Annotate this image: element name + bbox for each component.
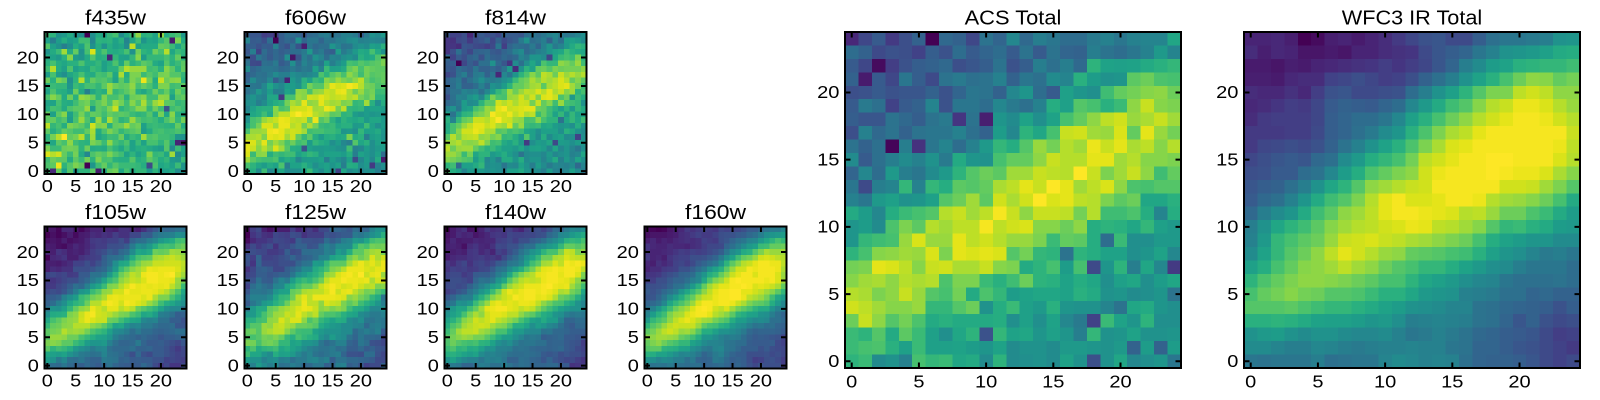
svg-text:0: 0: [228, 161, 239, 181]
svg-text:10: 10: [17, 104, 40, 124]
svg-text:15: 15: [1216, 149, 1238, 169]
svg-text:5: 5: [70, 371, 81, 391]
svg-text:5: 5: [1227, 284, 1238, 304]
svg-text:15: 15: [617, 270, 639, 290]
svg-text:0: 0: [242, 176, 253, 196]
svg-text:5: 5: [28, 132, 39, 152]
svg-text:15: 15: [17, 270, 39, 290]
svg-text:20: 20: [617, 242, 640, 262]
svg-text:5: 5: [470, 371, 481, 391]
svg-text:f125w: f125w: [285, 202, 347, 224]
svg-text:5: 5: [428, 327, 439, 347]
svg-text:5: 5: [270, 371, 281, 391]
svg-text:0: 0: [1245, 371, 1256, 391]
svg-text:15: 15: [121, 176, 143, 196]
svg-text:0: 0: [242, 371, 253, 391]
svg-text:20: 20: [17, 242, 40, 262]
svg-text:f140w: f140w: [485, 202, 547, 224]
svg-text:f814w: f814w: [485, 8, 547, 30]
svg-text:5: 5: [228, 327, 239, 347]
svg-text:20: 20: [350, 371, 373, 391]
svg-text:15: 15: [721, 371, 743, 391]
svg-text:5: 5: [228, 132, 239, 152]
svg-text:f160w: f160w: [685, 202, 747, 224]
svg-text:5: 5: [670, 371, 681, 391]
svg-text:0: 0: [428, 355, 439, 375]
svg-text:20: 20: [1109, 371, 1132, 391]
svg-text:15: 15: [217, 270, 239, 290]
svg-text:5: 5: [470, 176, 481, 196]
svg-text:10: 10: [817, 217, 840, 237]
svg-text:20: 20: [550, 371, 573, 391]
svg-text:15: 15: [817, 149, 839, 169]
svg-text:10: 10: [417, 104, 440, 124]
svg-text:20: 20: [817, 82, 840, 102]
svg-text:20: 20: [17, 47, 40, 67]
svg-text:10: 10: [293, 371, 316, 391]
svg-text:15: 15: [417, 270, 439, 290]
svg-text:15: 15: [321, 176, 343, 196]
svg-text:15: 15: [217, 76, 239, 96]
svg-text:0: 0: [228, 355, 239, 375]
svg-text:0: 0: [1227, 351, 1238, 371]
svg-text:20: 20: [417, 47, 440, 67]
svg-text:15: 15: [1042, 371, 1064, 391]
svg-text:5: 5: [628, 327, 639, 347]
svg-text:10: 10: [217, 104, 240, 124]
svg-text:10: 10: [217, 299, 240, 319]
svg-text:5: 5: [428, 132, 439, 152]
svg-text:5: 5: [1312, 371, 1323, 391]
svg-text:10: 10: [693, 371, 716, 391]
svg-text:20: 20: [217, 242, 240, 262]
svg-text:10: 10: [617, 299, 640, 319]
svg-text:15: 15: [1441, 371, 1463, 391]
svg-text:10: 10: [1216, 217, 1239, 237]
svg-text:5: 5: [913, 371, 924, 391]
svg-text:10: 10: [975, 371, 998, 391]
svg-text:20: 20: [150, 176, 173, 196]
svg-text:ACS Total: ACS Total: [965, 8, 1062, 30]
svg-text:15: 15: [417, 76, 439, 96]
svg-text:10: 10: [493, 176, 516, 196]
svg-text:0: 0: [428, 161, 439, 181]
svg-text:5: 5: [70, 176, 81, 196]
svg-text:5: 5: [828, 284, 839, 304]
svg-text:20: 20: [350, 176, 373, 196]
svg-text:15: 15: [17, 76, 39, 96]
svg-text:WFC3 IR Total: WFC3 IR Total: [1342, 8, 1483, 30]
svg-text:0: 0: [846, 371, 857, 391]
svg-text:0: 0: [42, 371, 53, 391]
svg-text:20: 20: [1508, 371, 1531, 391]
svg-text:10: 10: [93, 371, 116, 391]
svg-text:10: 10: [1374, 371, 1397, 391]
svg-text:20: 20: [750, 371, 773, 391]
svg-text:f606w: f606w: [285, 8, 347, 30]
svg-text:20: 20: [217, 47, 240, 67]
svg-text:0: 0: [442, 371, 453, 391]
svg-text:0: 0: [28, 355, 39, 375]
svg-text:0: 0: [42, 176, 53, 196]
svg-text:5: 5: [28, 327, 39, 347]
svg-text:10: 10: [417, 299, 440, 319]
svg-text:0: 0: [642, 371, 653, 391]
svg-text:5: 5: [270, 176, 281, 196]
svg-text:10: 10: [17, 299, 40, 319]
svg-text:0: 0: [28, 161, 39, 181]
svg-text:20: 20: [1216, 82, 1239, 102]
svg-text:15: 15: [521, 371, 543, 391]
svg-text:20: 20: [150, 371, 173, 391]
svg-text:10: 10: [93, 176, 116, 196]
svg-text:15: 15: [521, 176, 543, 196]
svg-text:15: 15: [321, 371, 343, 391]
svg-text:20: 20: [417, 242, 440, 262]
svg-text:0: 0: [442, 176, 453, 196]
svg-text:f435w: f435w: [85, 8, 147, 30]
svg-text:10: 10: [293, 176, 316, 196]
svg-text:10: 10: [493, 371, 516, 391]
svg-text:0: 0: [628, 355, 639, 375]
svg-text:15: 15: [121, 371, 143, 391]
svg-text:0: 0: [828, 351, 839, 371]
svg-text:f105w: f105w: [85, 202, 147, 224]
svg-text:20: 20: [550, 176, 573, 196]
